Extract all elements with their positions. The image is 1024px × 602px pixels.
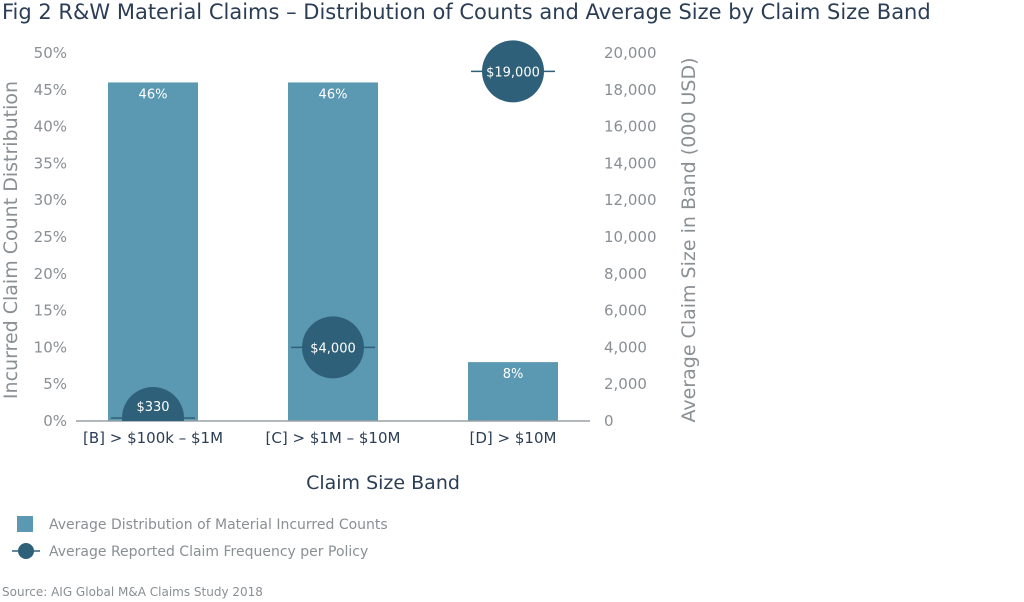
x-axis-label: Claim Size Band <box>306 472 460 494</box>
y-tick-label: 40% <box>34 118 67 136</box>
y-tick-label: 30% <box>34 191 67 209</box>
legend: Average Distribution of Material Incurre… <box>12 516 388 560</box>
y2-tick-label: 10,000 <box>604 228 657 246</box>
y-tick-label: 45% <box>34 81 67 99</box>
y-tick-label: 0% <box>43 412 67 430</box>
bar-data-label: 46% <box>319 87 348 102</box>
y2-tick-label: 20,000 <box>604 44 657 62</box>
source-note: Source: AIG Global M&A Claims Study 2018 <box>2 585 263 599</box>
y2-tick-label: 2,000 <box>604 375 647 393</box>
bar <box>468 362 558 421</box>
category-tick-label: [D] > $10M <box>470 429 557 447</box>
marker-data-label: $4,000 <box>310 341 356 356</box>
marker-point <box>122 387 184 421</box>
marker-point <box>482 40 544 103</box>
bar-data-label: 46% <box>139 87 168 102</box>
y2-tick-label: 16,000 <box>604 118 657 136</box>
category-tick-label: [C] > $1M – $10M <box>266 429 401 447</box>
marker-data-label: $330 <box>136 400 169 415</box>
y2-tick-label: 12,000 <box>604 191 657 209</box>
y2-tick-label: 6,000 <box>604 302 647 320</box>
legend-marker-swatch <box>18 543 34 559</box>
y-tick-label: 20% <box>34 265 67 283</box>
y-tick-label: 5% <box>43 375 67 393</box>
category-tick-label: [B] > $100k – $1M <box>83 429 223 447</box>
marker-data-label: $19,000 <box>486 65 540 80</box>
y-tick-label: 15% <box>34 302 67 320</box>
legend-label-bars: Average Distribution of Material Incurre… <box>49 517 388 533</box>
y-tick-label: 50% <box>34 44 67 62</box>
legend-bar-swatch <box>17 516 33 532</box>
y-tick-label: 35% <box>34 154 67 172</box>
marker-point <box>302 316 364 379</box>
legend-label-markers: Average Reported Claim Frequency per Pol… <box>49 544 368 560</box>
chart-title: Fig 2 R&W Material Claims – Distribution… <box>2 0 931 24</box>
y2-axis-label: Average Claim Size in Band (000 USD) <box>678 57 700 422</box>
y2-tick-label: 14,000 <box>604 154 657 172</box>
y2-tick-label: 8,000 <box>604 265 647 283</box>
y-axis-label: Incurred Claim Count Distribution <box>0 81 22 399</box>
y-tick-label: 25% <box>34 228 67 246</box>
bar <box>108 82 198 421</box>
y2-tick-label: 0 <box>604 412 614 430</box>
bar-data-label: 8% <box>503 367 524 382</box>
y-tick-label: 10% <box>34 338 67 356</box>
y2-tick-label: 4,000 <box>604 338 647 356</box>
y2-tick-label: 18,000 <box>604 81 657 99</box>
